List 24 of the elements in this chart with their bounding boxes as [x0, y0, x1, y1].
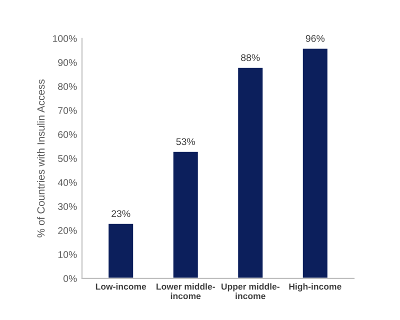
- data-label: 96%: [306, 35, 325, 42]
- y-tick-label: 10%: [58, 251, 77, 258]
- data-label: 23%: [112, 210, 130, 218]
- bar: [172, 150, 200, 278]
- x-tick-label: High-income: [289, 283, 342, 292]
- x-tick-label: Lower middle- income: [156, 283, 215, 300]
- bar: [236, 66, 264, 278]
- bar: [301, 47, 329, 278]
- y-tick-label: 80%: [58, 83, 77, 90]
- y-axis-title: % of Countries with Insulin Access: [37, 79, 45, 238]
- y-tick-label: 50%: [58, 155, 77, 162]
- y-tick-label: 0%: [63, 275, 77, 282]
- y-tick-label: 70%: [58, 107, 77, 114]
- x-tick-label: Upper middle- income: [221, 283, 280, 300]
- y-tick-label: 30%: [58, 203, 77, 210]
- data-label: 88%: [241, 54, 260, 62]
- bar: [107, 222, 135, 278]
- y-tick-label: 90%: [58, 59, 77, 66]
- y-tick-label: 20%: [58, 227, 77, 234]
- x-tick-label: Low-income: [96, 283, 146, 290]
- y-tick-label: 40%: [58, 179, 77, 186]
- data-label: 53%: [176, 138, 196, 146]
- y-tick-label: 100%: [53, 35, 77, 42]
- y-tick-label: 60%: [58, 131, 77, 138]
